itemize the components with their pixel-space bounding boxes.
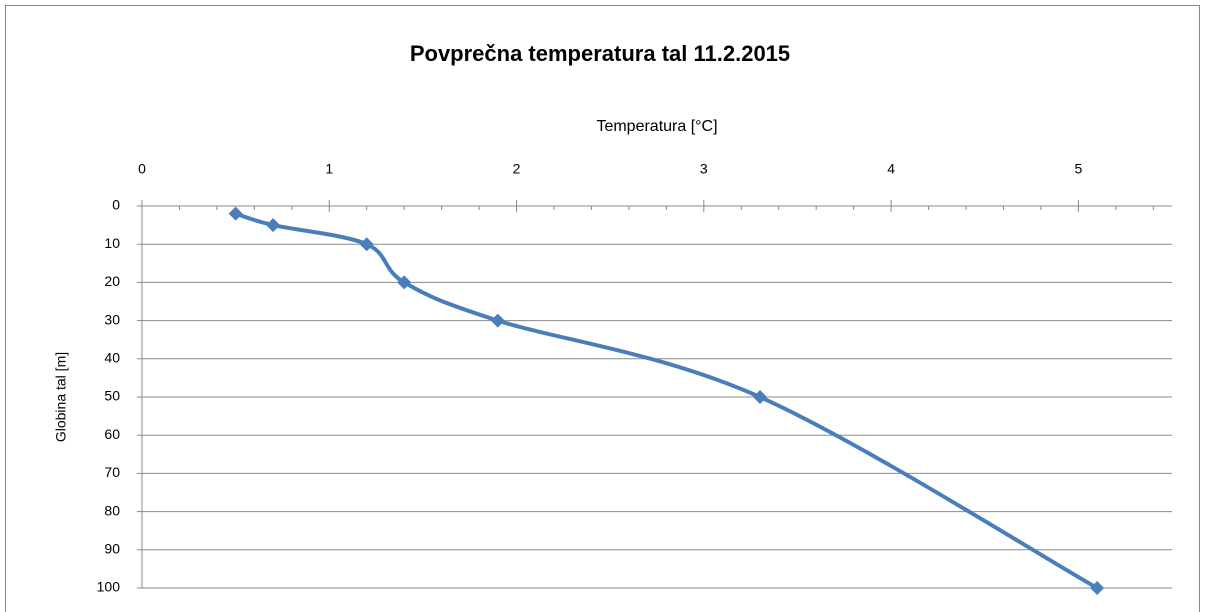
chart-title: Povprečna temperatura tal 11.2.2015	[410, 41, 790, 66]
x-tick-label: 4	[887, 161, 895, 177]
y-tick-label: 80	[104, 502, 120, 518]
y-tick-label: 70	[104, 464, 120, 480]
data-point	[359, 237, 374, 252]
data-point	[753, 390, 767, 404]
x-tick-label: 5	[1074, 161, 1082, 177]
data-point	[266, 218, 281, 233]
y-tick-label: 10	[104, 235, 120, 251]
x-tick-label: 2	[513, 161, 521, 177]
x-tick-label: 1	[325, 161, 333, 177]
y-tick-label: 100	[97, 579, 121, 595]
y-tick-label: 50	[104, 388, 120, 404]
y-tick-label: 60	[104, 426, 120, 442]
y-tick-label: 0	[112, 197, 120, 213]
y-tick-label: 30	[104, 311, 120, 327]
data-point	[490, 313, 505, 328]
y-tick-label: 20	[104, 273, 120, 289]
y-tick-label: 40	[104, 350, 120, 366]
x-tick-label: 0	[138, 161, 146, 177]
x-axis-label: Temperatura [°C]	[596, 118, 717, 135]
y-axis-label: Globina tal [m]	[53, 352, 69, 442]
data-point	[1090, 581, 1105, 595]
data-point	[228, 206, 243, 221]
chart-frame	[5, 5, 1200, 612]
y-tick-label: 90	[104, 541, 120, 557]
x-tick-label: 3	[700, 161, 708, 177]
data-line	[235, 211, 1099, 590]
data-point	[397, 275, 412, 290]
